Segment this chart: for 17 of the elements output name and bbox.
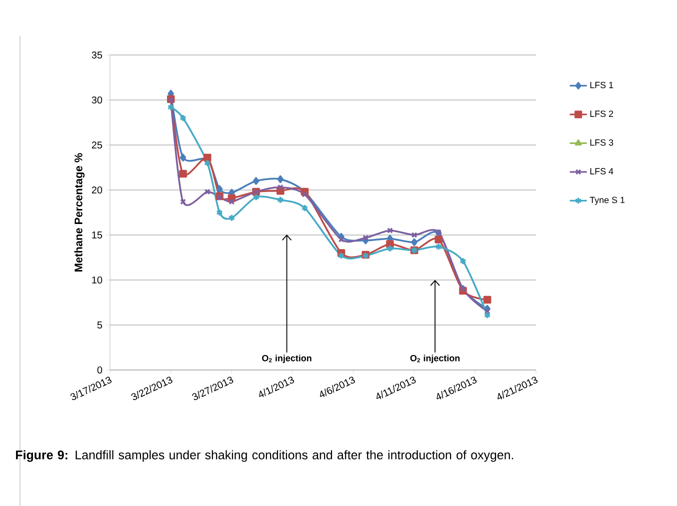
legend-label: LFS 2 [590, 110, 614, 117]
text: Figure 9: Landfill samples under shaking conditions and after the introduction of oxygen. [16, 450, 514, 462]
y-tick-label: 25 [92, 141, 102, 148]
annotation: O$_{2}$ injection [262, 354, 312, 363]
y-tick-label: 5 [97, 321, 102, 328]
y-tick-label: 35 [92, 51, 102, 58]
y-tick-label: 0 [97, 366, 102, 374]
y-tick-label: 15 [92, 231, 102, 238]
legend-label: LFS 1 [590, 82, 614, 88]
y-axis-title: Methane Percentage % [74, 152, 85, 272]
legend-label: Tyne S 1 [590, 196, 625, 205]
legend-label: LFS 3 [590, 139, 614, 146]
y-tick-label: 20 [92, 186, 102, 194]
annotation: O$_{2}$ injection [410, 354, 460, 363]
y-tick-label: 30 [92, 96, 102, 104]
y-tick-label: 10 [92, 276, 102, 284]
legend-label: LFS 4 [590, 168, 614, 174]
